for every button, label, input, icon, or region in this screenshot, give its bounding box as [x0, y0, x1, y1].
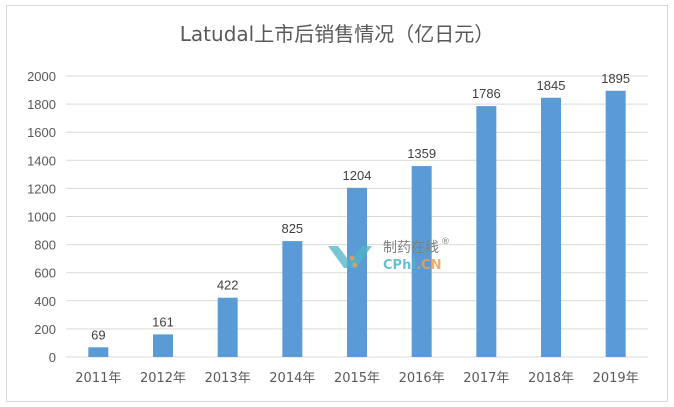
x-tick-label: 2019年 [593, 371, 639, 386]
y-tick-label: 200 [34, 322, 56, 337]
bar [476, 106, 497, 357]
watermark-brand: CPhI.CN [383, 258, 442, 273]
data-label: 161 [152, 314, 174, 329]
y-tick-label: 1600 [27, 125, 56, 140]
y-tick-label: 600 [34, 266, 56, 281]
y-tick-label: 2000 [27, 69, 56, 84]
data-label: 1359 [407, 146, 436, 161]
bar [605, 90, 626, 357]
watermark-brand-b: .CN [416, 258, 442, 273]
bar [541, 97, 561, 357]
y-tick-label: 1000 [27, 210, 56, 225]
bar [88, 347, 109, 357]
y-tick-label: 400 [34, 294, 56, 309]
y-tick-label: 800 [34, 238, 56, 253]
watermark-brand-a: CPhI [383, 258, 417, 273]
y-axis-ticks: 0 200 400 600 800 1000 1200 1400 1600 1800 2000 [27, 69, 56, 365]
x-axis-ticks: 2011年 2012年 2013年 2014年 2015年 2016年 2017年 2018年… [75, 371, 638, 386]
x-tick-label: 2013年 [205, 371, 251, 386]
watermark-reg: ® [441, 237, 450, 247]
data-label: 69 [91, 327, 105, 342]
y-tick-label: 0 [49, 350, 56, 365]
x-tick-label: 2012年 [140, 371, 186, 386]
bar [282, 241, 303, 357]
data-label: 825 [281, 221, 303, 236]
data-label: 1204 [343, 168, 372, 183]
bar [217, 297, 238, 357]
bars [88, 90, 626, 357]
data-label: 1895 [601, 71, 630, 86]
x-tick-label: 2017年 [463, 371, 509, 386]
x-tick-label: 2014年 [269, 371, 315, 386]
bar [153, 334, 173, 357]
x-tick-label: 2018年 [528, 371, 574, 386]
data-label: 1845 [537, 78, 566, 93]
chart-title: Latudal上市后销售情况（亿日元） [179, 22, 495, 46]
data-label: 422 [217, 278, 239, 293]
bar [347, 187, 367, 357]
x-tick-label: 2011年 [75, 371, 121, 386]
y-tick-label: 1800 [27, 97, 56, 112]
data-labels: 69 161 422 825 1204 1359 1786 1845 1895 [91, 71, 630, 343]
data-label: 1786 [472, 86, 501, 101]
watermark-logo-icon [328, 246, 372, 268]
bar [411, 166, 432, 357]
y-tick-label: 1400 [27, 153, 56, 168]
y-tick-label: 1200 [27, 181, 56, 196]
watermark-name: 制药在线 [383, 240, 439, 256]
x-tick-label: 2016年 [399, 371, 445, 386]
watermark-text: 制药在线 ® [383, 237, 450, 257]
x-tick-label: 2015年 [334, 371, 380, 386]
